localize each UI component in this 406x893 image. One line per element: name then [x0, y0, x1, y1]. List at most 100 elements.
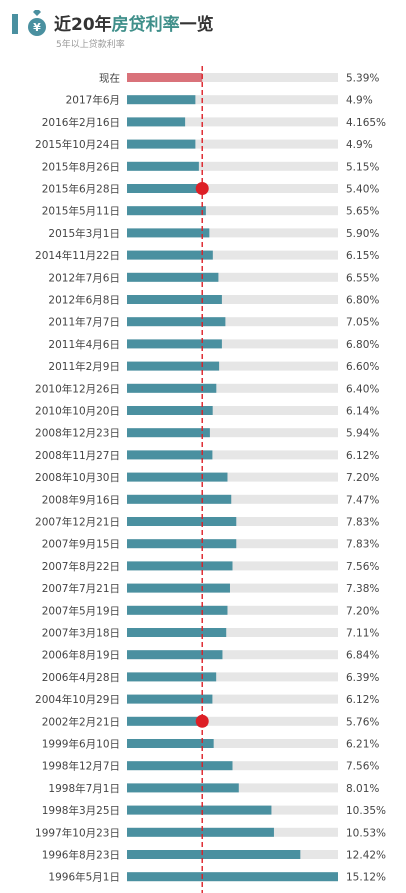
category-label: 1999年6月10日: [42, 738, 120, 751]
value-label: 6.80%: [346, 339, 379, 351]
value-label: 4.9%: [346, 139, 373, 151]
bar-track: [127, 428, 338, 438]
bar: [127, 805, 272, 815]
bar: [127, 406, 213, 415]
chart-title: 近20年房贷利率一览: [54, 10, 214, 35]
title-part-3: 一览: [179, 15, 214, 35]
bar: [127, 672, 217, 682]
category-label: 2008年11月27日: [35, 449, 120, 462]
bar-track: [127, 317, 338, 327]
value-label: 12.42%: [346, 850, 386, 862]
bar: [127, 517, 237, 526]
bar: [127, 761, 233, 771]
bar-chart: 现在 5.39% 2017年6月 4.9% 2016年2月16日 4.165% 2015年1…: [35, 66, 386, 893]
value-label: 4.165%: [346, 117, 386, 129]
bar-track: [127, 339, 338, 349]
bar: [127, 428, 210, 438]
bar-track: [127, 206, 338, 216]
bar-track: [127, 716, 338, 726]
category-label: 2014年11月22日: [35, 249, 120, 262]
bar: [127, 228, 210, 238]
bar: [127, 295, 222, 304]
value-label: 7.47%: [346, 494, 379, 506]
category-label: 2007年8月22日: [42, 560, 120, 573]
value-label: 6.21%: [346, 739, 379, 751]
bar: [127, 872, 338, 882]
chart-header: ¥ 近20年房贷利率一览 5年以上贷款利率: [0, 0, 406, 60]
value-label: 8.01%: [346, 783, 379, 795]
bar-track: [127, 73, 338, 82]
value-label: 5.39%: [346, 73, 379, 85]
bar: [127, 206, 206, 216]
category-label: 1998年7月1日: [48, 782, 120, 795]
bar: [127, 494, 232, 504]
value-label: 4.9%: [346, 95, 373, 107]
value-label: 5.76%: [346, 716, 379, 728]
value-label: 6.15%: [346, 250, 379, 262]
category-label: 2007年9月15日: [42, 538, 120, 551]
value-label: 6.55%: [346, 272, 379, 284]
category-label: 2015年10月24日: [35, 138, 120, 151]
category-label: 2008年9月16日: [42, 493, 120, 506]
bar: [127, 716, 208, 726]
category-label: 2010年12月26日: [35, 382, 120, 395]
bar: [127, 317, 226, 327]
value-label: 7.56%: [346, 561, 379, 573]
bar-track: [127, 139, 338, 149]
category-label: 2007年12月21日: [35, 516, 120, 529]
value-label: 6.84%: [346, 650, 379, 662]
title-part-1: 近20年: [54, 15, 112, 35]
bar-track: [127, 161, 338, 171]
category-label: 2008年10月30日: [35, 471, 120, 484]
bar-track: [127, 472, 338, 482]
category-label: 2015年3月1日: [48, 227, 120, 240]
bar-track: [127, 605, 338, 615]
bar: [127, 339, 222, 349]
category-label: 1997年10月23日: [35, 826, 120, 839]
category-label: 1998年3月25日: [42, 804, 120, 817]
category-label: 2004年10月29日: [35, 693, 120, 706]
category-label: 2012年7月6日: [48, 271, 120, 284]
bar-track: [127, 228, 338, 238]
svg-text:¥: ¥: [33, 21, 41, 34]
value-label: 6.60%: [346, 361, 379, 373]
value-label: 10.53%: [346, 827, 386, 839]
category-label: 1996年8月23日: [42, 849, 120, 862]
header-accent-bar: [12, 14, 18, 34]
value-label: 5.90%: [346, 228, 379, 240]
category-label: 2002年2月21日: [42, 715, 120, 728]
bar: [127, 184, 203, 193]
bar-track: [127, 250, 338, 260]
bar: [127, 539, 237, 549]
bar: [127, 783, 239, 793]
category-label: 2016年2月16日: [42, 116, 120, 129]
bar-track: [127, 184, 338, 193]
bar-track: [127, 583, 338, 593]
bar-track: [127, 739, 338, 748]
category-label: 2010年10月20日: [35, 405, 120, 418]
category-label: 2012年6月8日: [48, 294, 120, 307]
bar: [127, 383, 217, 393]
value-label: 6.14%: [346, 406, 379, 418]
category-label: 2015年6月28日: [42, 183, 120, 196]
category-label: 2011年4月6日: [48, 338, 120, 351]
value-label: 7.56%: [346, 761, 379, 773]
category-label: 2006年8月19日: [42, 649, 120, 662]
value-label: 6.12%: [346, 450, 379, 462]
value-label: 5.65%: [346, 206, 379, 218]
bar: [127, 95, 196, 105]
bar: [127, 694, 213, 704]
value-label: 7.83%: [346, 517, 379, 529]
value-label: 6.80%: [346, 295, 379, 307]
value-label: 6.39%: [346, 672, 379, 684]
value-label: 5.15%: [346, 161, 379, 173]
value-label: 7.20%: [346, 472, 379, 484]
value-label: 15.12%: [346, 872, 386, 884]
bar: [127, 161, 199, 171]
bar-track: [127, 95, 338, 105]
value-label: 6.40%: [346, 383, 379, 395]
bar: [127, 472, 228, 482]
bar: [127, 583, 230, 593]
category-label: 2007年3月18日: [42, 627, 120, 640]
category-label: 2015年5月11日: [42, 205, 120, 218]
